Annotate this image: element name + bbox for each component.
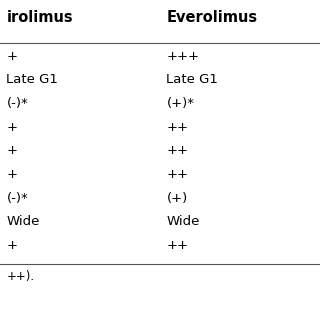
Text: (-)*: (-)* <box>6 97 28 110</box>
Text: +: + <box>6 144 17 157</box>
Text: ++).: ++). <box>6 270 35 284</box>
Text: +: + <box>6 121 17 134</box>
Text: +: + <box>6 50 17 63</box>
Text: irolimus: irolimus <box>6 10 73 25</box>
Text: Wide: Wide <box>166 215 200 228</box>
Text: +++: +++ <box>166 50 199 63</box>
Text: (+)*: (+)* <box>166 97 195 110</box>
Text: +: + <box>6 168 17 181</box>
Text: Late G1: Late G1 <box>166 73 218 86</box>
Text: ++: ++ <box>166 239 188 252</box>
Text: ++: ++ <box>166 121 188 134</box>
Text: +: + <box>6 239 17 252</box>
Text: (+): (+) <box>166 192 188 205</box>
Text: Everolimus: Everolimus <box>166 10 258 25</box>
Text: Wide: Wide <box>6 215 40 228</box>
Text: ++: ++ <box>166 144 188 157</box>
Text: Late G1: Late G1 <box>6 73 58 86</box>
Text: (-)*: (-)* <box>6 192 28 205</box>
Text: ++: ++ <box>166 168 188 181</box>
